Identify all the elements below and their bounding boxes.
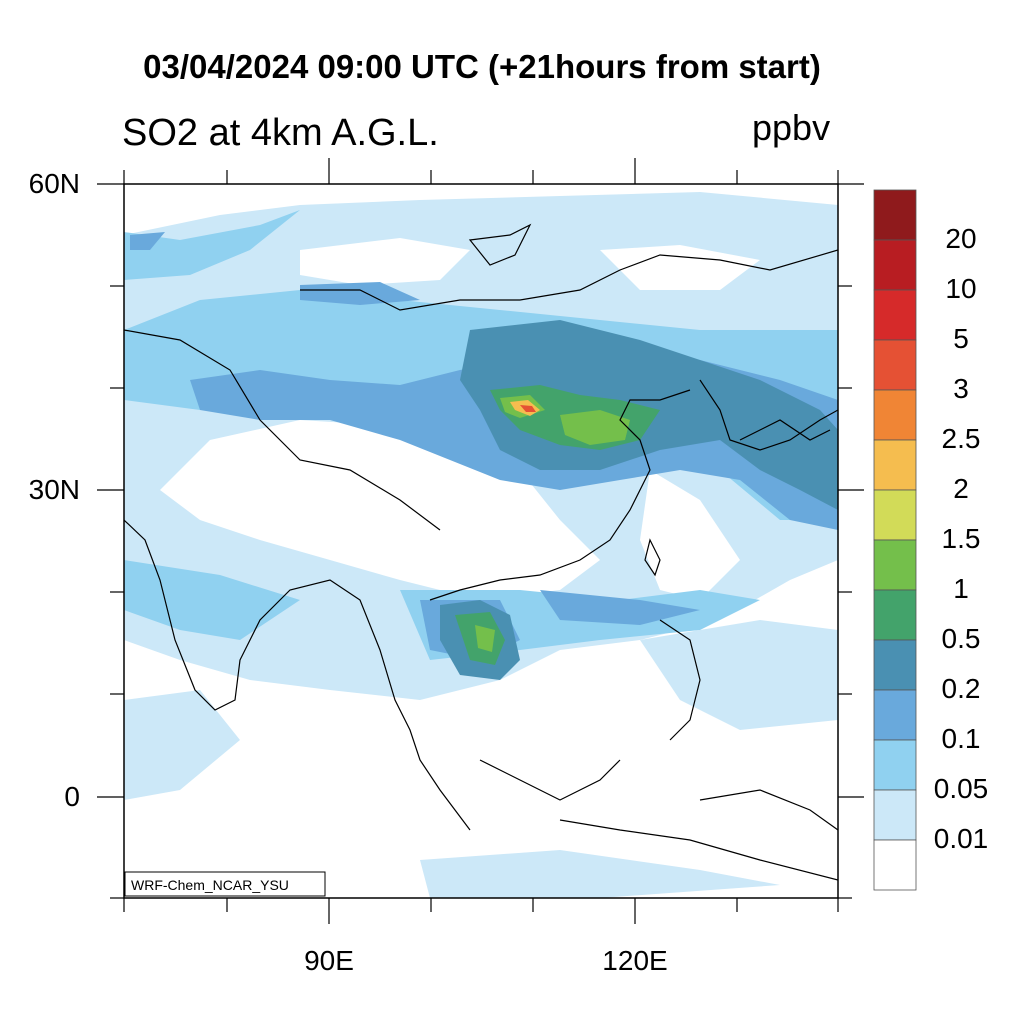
colorbar-swatch [873, 639, 917, 691]
colorbar-label: 2 [953, 473, 969, 504]
colorbar [873, 189, 917, 891]
axis-ticks [97, 158, 864, 924]
lat-label-30n: 30N [28, 474, 80, 505]
colorbar-swatch [873, 739, 917, 791]
colorbar-swatch [873, 189, 917, 241]
colorbar-label: 1 [953, 573, 969, 604]
so2-field [124, 192, 838, 898]
colorbar-label: 2.5 [941, 423, 981, 454]
colorbar-swatch [873, 439, 917, 491]
colorbar-swatch [873, 539, 917, 591]
colorbar-label: 0.05 [933, 773, 989, 804]
coastlines [124, 223, 838, 881]
colorbar-swatch [873, 689, 917, 741]
colorbar-label: 0.2 [941, 673, 981, 704]
colorbar-swatch [873, 589, 917, 641]
colorbar-swatch [873, 489, 917, 541]
units-label: ppbv [752, 107, 831, 148]
map-frame [123, 183, 839, 899]
colorbar-label: 5 [953, 323, 969, 354]
credit-box [124, 871, 326, 897]
credit-text: WRF-Chem_NCAR_YSU [131, 877, 289, 893]
colorbar-label: 3 [953, 373, 969, 404]
colorbar-swatch [873, 239, 917, 291]
colorbar-swatch [873, 389, 917, 441]
colorbar-label: 0.1 [941, 723, 981, 754]
colorbar-swatch [873, 289, 917, 341]
colorbar-swatch [873, 339, 917, 391]
lon-label-120e: 120E [602, 945, 668, 976]
colorbar-label: 10 [945, 273, 977, 304]
colorbar-swatch [873, 839, 917, 891]
colorbar-label: 1.5 [941, 523, 981, 554]
colorbar-label: 20 [945, 223, 977, 254]
map-title: 03/04/2024 09:00 UTC (+21hours from star… [143, 48, 821, 85]
variable-label: SO2 at 4km A.G.L. [122, 112, 439, 154]
lat-label-60n: 60N [28, 168, 80, 199]
colorbar-swatch [873, 789, 917, 841]
lon-label-90e: 90E [304, 945, 354, 976]
lat-label-0: 0 [64, 781, 80, 812]
colorbar-label: 0.01 [933, 823, 989, 854]
colorbar-label: 0.5 [941, 623, 981, 654]
